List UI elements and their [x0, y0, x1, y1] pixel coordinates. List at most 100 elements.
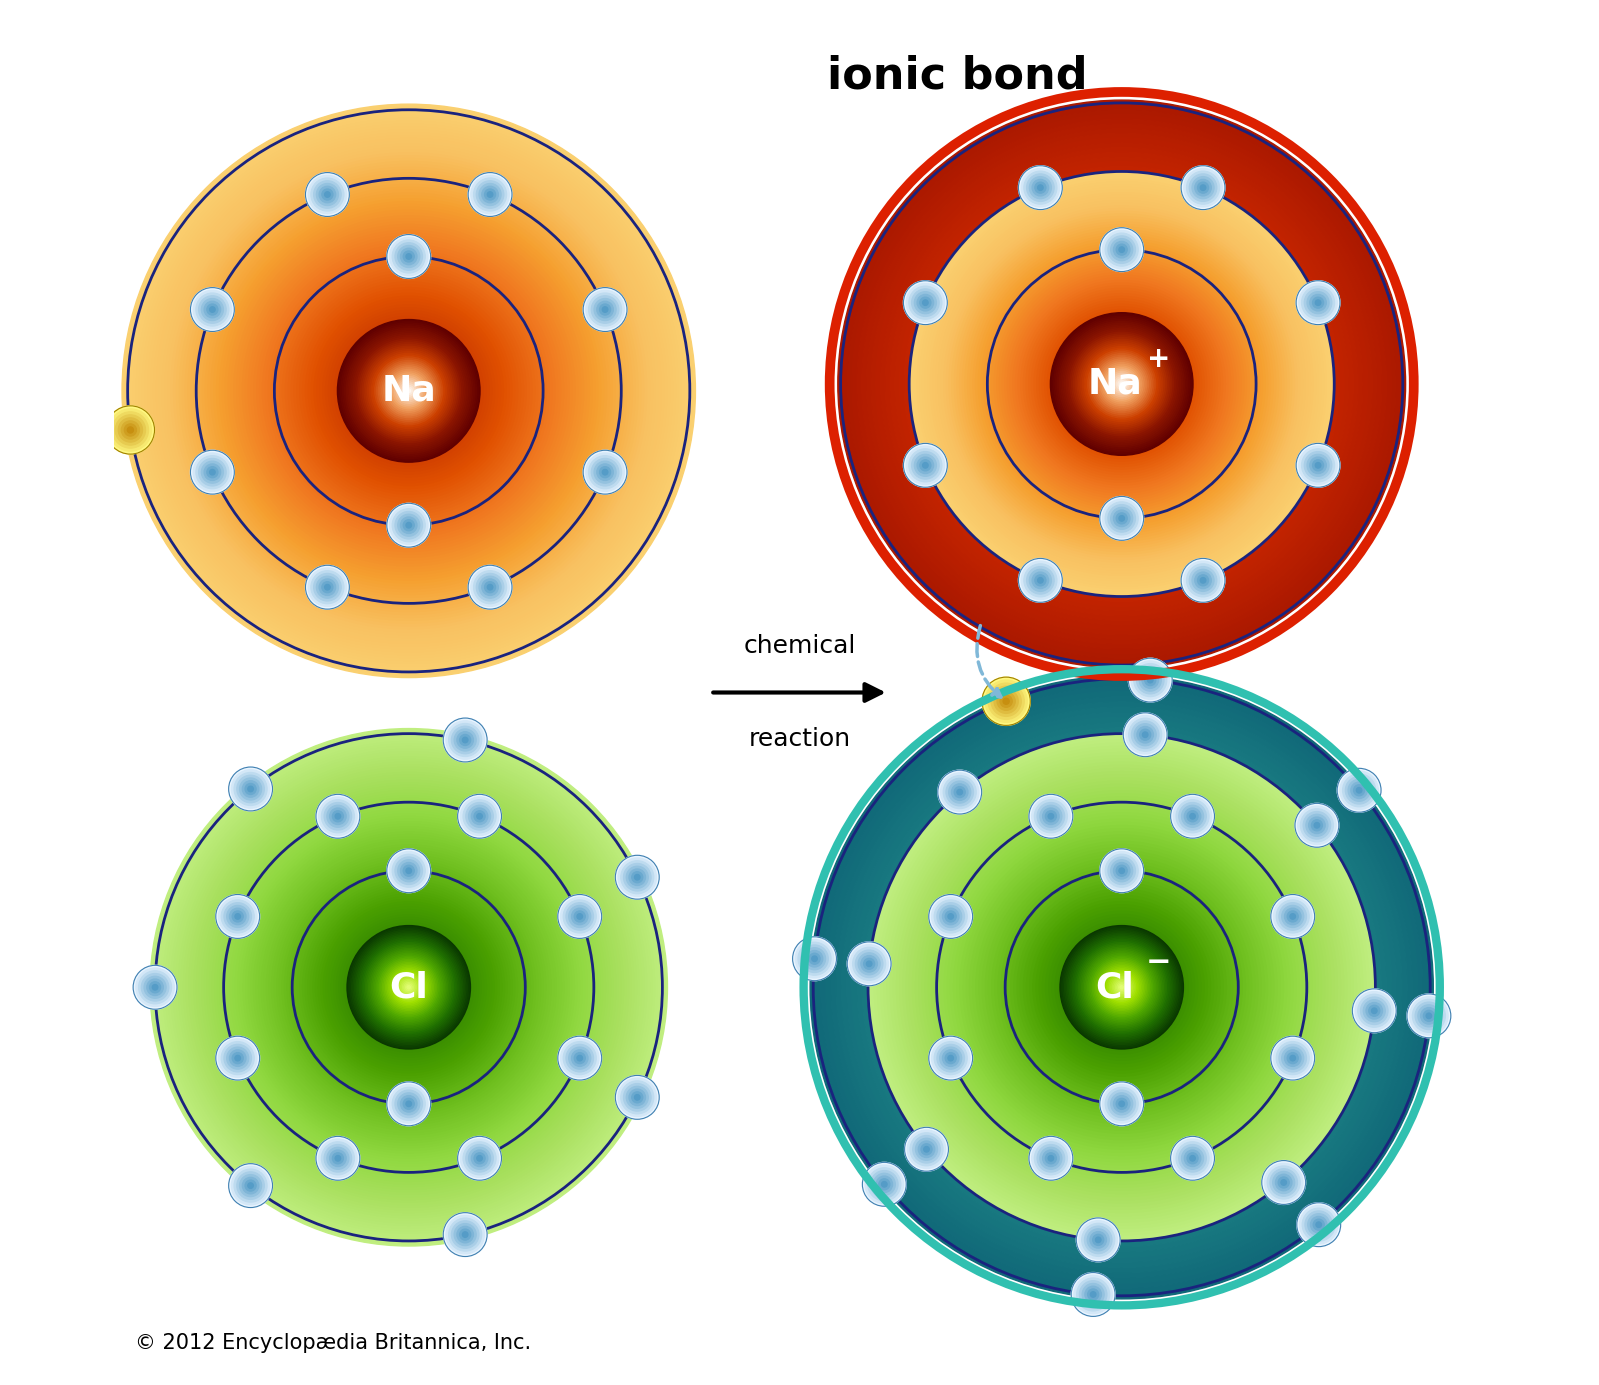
Circle shape: [480, 184, 500, 205]
Circle shape: [293, 871, 524, 1104]
Circle shape: [1092, 355, 1151, 413]
Circle shape: [975, 237, 1268, 530]
Circle shape: [128, 427, 133, 434]
Circle shape: [1095, 1237, 1102, 1242]
Circle shape: [975, 238, 1268, 530]
Circle shape: [361, 342, 457, 439]
Circle shape: [179, 162, 638, 620]
Circle shape: [903, 443, 947, 488]
Circle shape: [1364, 1000, 1385, 1022]
Circle shape: [836, 702, 1407, 1273]
Circle shape: [923, 788, 1321, 1187]
Text: reaction: reaction: [748, 727, 851, 751]
Circle shape: [1017, 280, 1226, 488]
Circle shape: [988, 683, 1025, 719]
Circle shape: [1337, 769, 1382, 812]
Circle shape: [163, 741, 654, 1233]
Circle shape: [999, 262, 1244, 506]
Circle shape: [461, 798, 499, 835]
Circle shape: [125, 424, 136, 436]
Circle shape: [995, 256, 1249, 511]
Circle shape: [254, 235, 563, 546]
Circle shape: [457, 1136, 502, 1180]
Circle shape: [873, 738, 1370, 1237]
Circle shape: [379, 360, 440, 421]
Circle shape: [403, 251, 414, 262]
Circle shape: [321, 582, 333, 593]
Circle shape: [1100, 965, 1143, 1010]
Circle shape: [336, 813, 341, 819]
Circle shape: [398, 860, 419, 882]
Circle shape: [937, 803, 1306, 1172]
Circle shape: [229, 211, 590, 572]
Circle shape: [1108, 370, 1135, 399]
Circle shape: [141, 974, 169, 1001]
Circle shape: [972, 838, 1271, 1136]
Circle shape: [1316, 463, 1321, 468]
Circle shape: [334, 316, 483, 465]
Circle shape: [934, 1042, 967, 1075]
Circle shape: [1094, 356, 1150, 413]
Circle shape: [353, 932, 464, 1043]
Circle shape: [865, 1165, 903, 1204]
Circle shape: [852, 115, 1391, 654]
Circle shape: [825, 691, 1418, 1284]
Circle shape: [355, 933, 464, 1042]
Circle shape: [1022, 561, 1060, 600]
Circle shape: [956, 823, 1287, 1152]
Circle shape: [1039, 1147, 1062, 1169]
Circle shape: [1177, 1141, 1209, 1174]
Circle shape: [1059, 321, 1185, 446]
Circle shape: [368, 350, 449, 432]
Circle shape: [198, 296, 225, 323]
Circle shape: [265, 248, 552, 535]
Circle shape: [1059, 320, 1185, 447]
Circle shape: [918, 295, 934, 310]
Circle shape: [916, 781, 1327, 1194]
Circle shape: [1306, 292, 1329, 313]
Circle shape: [193, 773, 624, 1202]
Circle shape: [365, 943, 453, 1032]
Circle shape: [449, 723, 481, 756]
Circle shape: [998, 864, 1246, 1111]
Circle shape: [1287, 911, 1298, 922]
Circle shape: [979, 241, 1265, 528]
Circle shape: [1361, 997, 1388, 1025]
Circle shape: [280, 857, 539, 1116]
Circle shape: [309, 568, 347, 607]
Circle shape: [470, 568, 508, 607]
Circle shape: [862, 727, 1382, 1246]
Circle shape: [971, 837, 1273, 1138]
Circle shape: [934, 195, 1310, 572]
Circle shape: [406, 985, 411, 990]
Circle shape: [857, 119, 1386, 650]
Circle shape: [317, 299, 500, 482]
Circle shape: [1107, 972, 1137, 1003]
Circle shape: [588, 294, 622, 325]
Circle shape: [1091, 1292, 1095, 1298]
Circle shape: [998, 692, 1015, 711]
Circle shape: [908, 449, 942, 482]
Circle shape: [1079, 341, 1164, 427]
Circle shape: [995, 860, 1249, 1114]
Circle shape: [321, 899, 497, 1075]
Circle shape: [1092, 958, 1151, 1017]
Circle shape: [963, 224, 1281, 543]
Circle shape: [449, 1219, 481, 1251]
Circle shape: [1298, 284, 1337, 321]
Circle shape: [201, 299, 224, 320]
Circle shape: [940, 773, 979, 812]
Circle shape: [251, 233, 566, 548]
Circle shape: [1356, 788, 1362, 794]
Circle shape: [1105, 501, 1138, 535]
Circle shape: [235, 814, 582, 1161]
Circle shape: [1103, 366, 1140, 403]
Circle shape: [1031, 1138, 1070, 1177]
Circle shape: [1103, 968, 1140, 1006]
Circle shape: [1193, 569, 1214, 591]
Circle shape: [1119, 515, 1124, 521]
Circle shape: [209, 788, 608, 1187]
Circle shape: [1170, 1136, 1215, 1180]
Circle shape: [321, 188, 333, 199]
Circle shape: [942, 204, 1302, 565]
